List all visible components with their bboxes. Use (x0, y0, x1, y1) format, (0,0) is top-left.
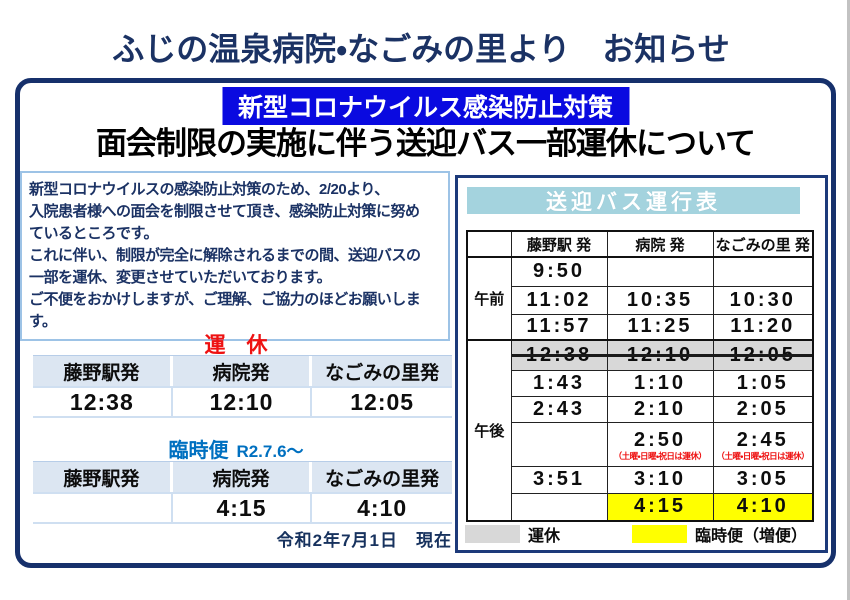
time-value: 2:50 (633, 429, 687, 452)
suspended-value-nagomi: 12:05 (312, 386, 452, 418)
extra-value-fujino (33, 492, 173, 524)
time-cell: 2:10 (606, 395, 714, 423)
table-row-with-note: 2:50 （土曜・日曜・祝日は運休） 2:45 （土曜・日曜・祝日は運休） (467, 421, 814, 467)
time-cell: 11:02 (510, 285, 608, 315)
table-row-suspended: 午後 12:38 12:10 12:05 (466, 339, 814, 522)
time-cell: 10:30 (712, 285, 814, 315)
time-value: 2:45 (736, 429, 789, 452)
table-row-extra: 4:15 4:10 (467, 492, 814, 522)
main-heading: 面会制限の実施に伴う送迎バス一部運休について (95, 126, 756, 161)
extra-table: 藤野駅発 病院発 なごみの里発 4:15 4:10 (33, 461, 452, 524)
suspended-table: 藤野駅発 病院発 なごみの里発 12:38 12:10 12:05 (33, 355, 452, 418)
extra-section-title: 臨時便 R2.7.6～ (20, 434, 452, 463)
time-cell (510, 492, 608, 522)
group-label-pm: 午後 (466, 339, 512, 522)
table-row: 11:02 10:35 10:30 (467, 285, 814, 315)
suspended-value-fujino: 12:38 (33, 386, 173, 418)
notice-paragraph: 新型コロナウイルスの感染防止対策のため、2/20より、 入院患者様への面会を制限… (20, 171, 450, 341)
table-row: 1:43 1:10 1:05 (467, 369, 814, 397)
bus-schedule-panel: 送迎バス運行表 藤野駅 発 病院 発 なごみの里 発 午前 (455, 175, 828, 553)
time-cell: 9:50 (510, 256, 608, 287)
time-cell-suspended: 12:38 (510, 339, 608, 371)
time-cell: 11:25 (606, 313, 714, 341)
extra-header-nagomi: なごみの里発 (312, 462, 452, 492)
legend-item-extra: 臨時便（増便） (632, 522, 807, 546)
weekend-suspension-note: （土曜・日曜・祝日は運休） (716, 451, 810, 462)
time-cell (712, 256, 814, 287)
table-row: 午前 9:50 (466, 256, 814, 341)
bus-timetable-wrap: 藤野駅 発 病院 発 なごみの里 発 午前 9:50 (466, 230, 816, 522)
main-notice-box: 新型コロナウイルス感染防止対策 面会制限の実施に伴う送迎バス一部運休について 新… (15, 78, 836, 568)
suspended-header-fujino: 藤野駅発 (33, 356, 173, 386)
time-cell-with-note: 2:45 （土曜・日曜・祝日は運休） (712, 421, 814, 467)
time-cell: 3:51 (510, 465, 608, 494)
bus-schedule-title: 送迎バス運行表 (467, 187, 800, 214)
time-cell-extra: 4:10 (712, 492, 814, 522)
legend-item-suspended: 運休 (465, 522, 560, 546)
timetable-legend: 運休 臨時便（増便） (465, 522, 821, 546)
weekend-suspension-note: （土曜・日曜・祝日は運休） (613, 451, 707, 462)
as-of-date: 令和2年7月1日 現在 (276, 531, 452, 550)
legend-label-extra: 臨時便（増便） (695, 528, 808, 545)
suspended-value-hospital: 12:10 (172, 386, 313, 418)
time-cell: 3:05 (712, 465, 814, 494)
time-cell-suspended: 12:05 (712, 339, 814, 371)
extra-title-period: R2.7.6～ (236, 442, 304, 461)
timetable-header-fujino: 藤野駅 発 (510, 230, 608, 258)
timetable-header-empty (466, 230, 512, 258)
time-cell-suspended: 12:10 (606, 339, 714, 371)
time-cell: 10:35 (606, 285, 714, 315)
timetable-header-nagomi: なごみの里 発 (712, 230, 814, 258)
time-cell: 1:10 (606, 369, 714, 397)
gray-swatch (465, 525, 520, 543)
yellow-swatch (632, 525, 688, 543)
table-row: 2:43 2:10 2:05 (467, 395, 814, 423)
suspended-header-hospital: 病院発 (172, 356, 313, 386)
time-cell: 11:20 (712, 313, 814, 341)
time-cell (606, 256, 714, 287)
time-cell: 11:57 (510, 313, 608, 341)
extra-header-hospital: 病院発 (172, 462, 313, 492)
group-label-am: 午前 (466, 256, 512, 341)
suspended-header-nagomi: なごみの里発 (312, 356, 452, 386)
extra-title-label: 臨時便 (168, 440, 229, 462)
time-cell-with-note: 2:50 （土曜・日曜・祝日は運休） (606, 421, 714, 467)
time-cell (510, 421, 608, 467)
extra-header-fujino: 藤野駅発 (33, 462, 173, 492)
bus-timetable: 藤野駅 発 病院 発 なごみの里 発 午前 9:50 (466, 230, 814, 522)
legend-label-suspended: 運休 (528, 528, 561, 545)
time-cell: 1:43 (510, 369, 608, 397)
time-cell: 1:05 (712, 369, 814, 397)
page-edge-line (847, 0, 850, 600)
time-cell: 2:05 (712, 395, 814, 423)
suspended-section-title: 運 休 (204, 334, 268, 357)
time-cell: 2:43 (510, 395, 608, 423)
page-title: ふじの温泉病院・なごみの里より お知らせ (112, 31, 730, 67)
time-cell: 3:10 (606, 465, 714, 494)
covid-measure-badge: 新型コロナウイルス感染防止対策 (221, 87, 630, 125)
time-cell-extra: 4:15 (606, 492, 714, 522)
extra-value-hospital: 4:15 (172, 492, 313, 524)
table-row: 11:57 11:25 11:20 (467, 313, 814, 341)
timetable-header-row: 藤野駅 発 病院 発 なごみの里 発 (466, 230, 814, 258)
timetable-header-hospital: 病院 発 (606, 230, 714, 258)
extra-value-nagomi: 4:10 (312, 492, 452, 524)
table-row: 3:51 3:10 3:05 (467, 465, 814, 494)
